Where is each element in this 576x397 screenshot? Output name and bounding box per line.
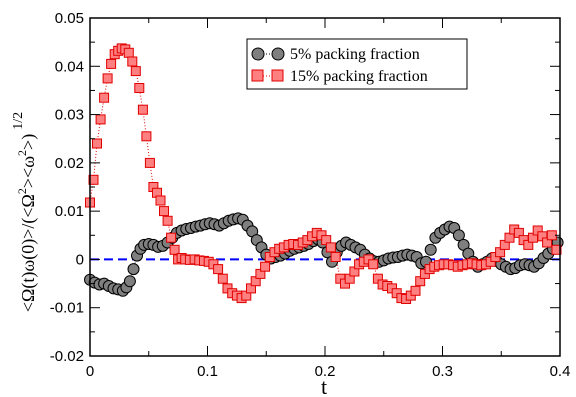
x-tick-label: 0.2 bbox=[315, 363, 336, 380]
legend-box bbox=[246, 38, 468, 90]
y-axis-title-sup2: 2 bbox=[15, 150, 29, 156]
data-point-15pct bbox=[217, 273, 228, 284]
data-point-15pct bbox=[130, 66, 141, 77]
data-point-15pct bbox=[127, 56, 138, 67]
y-tick-label: 0 bbox=[76, 251, 84, 268]
legend-marker-15pct bbox=[271, 69, 284, 82]
data-point-15pct bbox=[330, 252, 341, 262]
data-point-15pct bbox=[551, 244, 562, 255]
y-tick-label: 0.01 bbox=[55, 203, 84, 220]
x-tick-label: 0.3 bbox=[432, 363, 453, 380]
data-point-15pct bbox=[213, 264, 224, 275]
legend-marker-15pct bbox=[251, 69, 264, 82]
y-tick-label: 0.02 bbox=[55, 155, 84, 172]
legend-marker-5pct bbox=[271, 47, 285, 61]
data-point-15pct bbox=[144, 157, 155, 168]
y-tick-label: 0.05 bbox=[55, 10, 84, 27]
y-axis-title-sup1: 2 bbox=[15, 188, 29, 194]
svg-text:<Ω(t)ω(0)>/(<Ω2><ω2>)1/2: <Ω(t)ω(0)>/(<Ω2><ω2>)1/2 bbox=[11, 112, 39, 312]
y-axis-title-power: 1/2 bbox=[11, 112, 26, 130]
data-point-15pct bbox=[410, 285, 421, 296]
legend-label-15pct: 15% packing fraction bbox=[290, 68, 428, 85]
y-tick-label: 0.03 bbox=[55, 107, 84, 124]
data-point-15pct bbox=[106, 58, 117, 69]
ticks-layer: 0 0.1 0.2 0.3 0.4 -0.02 -0.01 0 0.01 0.02 0.03 0.04… bbox=[50, 10, 571, 380]
y-tick-label: -0.02 bbox=[50, 348, 84, 365]
y-tick-label: 0.04 bbox=[55, 58, 84, 75]
series-line-15pct bbox=[89, 47, 557, 300]
data-point-15pct bbox=[159, 206, 169, 217]
data-point-5pct bbox=[127, 263, 140, 276]
y-axis-title: <Ω(t)ω(0)>/(<Ω2><ω2>)1/2 bbox=[11, 112, 39, 312]
legend-marker-5pct bbox=[251, 47, 265, 61]
data-point-15pct bbox=[325, 242, 336, 253]
data-point-15pct bbox=[95, 114, 106, 125]
legend-label-5pct: 5% packing fraction bbox=[290, 46, 420, 63]
y-tick-label: -0.01 bbox=[50, 300, 84, 317]
data-point-15pct bbox=[546, 230, 557, 241]
data-point-15pct bbox=[260, 261, 271, 272]
data-point-15pct bbox=[134, 83, 145, 93]
data-point-15pct bbox=[123, 47, 134, 58]
data-point-15pct bbox=[92, 138, 102, 149]
data-point-15pct bbox=[88, 174, 99, 185]
data-point-15pct bbox=[368, 259, 379, 270]
y-axis-title-end: >) bbox=[18, 134, 39, 150]
data-point-5pct bbox=[452, 229, 465, 242]
data-point-15pct bbox=[155, 195, 166, 206]
data-point-5pct bbox=[123, 275, 136, 288]
y-axis-title-mid: ><ω bbox=[18, 156, 38, 188]
y-axis-title-main: <Ω(t)ω(0)>/(<Ω bbox=[18, 194, 39, 312]
data-point-15pct bbox=[141, 131, 152, 142]
data-point-5pct bbox=[424, 243, 437, 256]
x-tick-label: 0.4 bbox=[550, 363, 571, 380]
x-axis-title: t bbox=[321, 374, 327, 397]
series-markers-layer bbox=[84, 43, 564, 304]
x-tick-label: 0.1 bbox=[197, 363, 218, 380]
data-point-15pct bbox=[504, 232, 515, 243]
legend: 5% packing fraction 15% packing fraction bbox=[246, 38, 468, 90]
data-point-15pct bbox=[102, 73, 113, 84]
data-point-15pct bbox=[166, 232, 177, 243]
data-point-15pct bbox=[99, 92, 110, 103]
data-point-15pct bbox=[137, 104, 148, 115]
data-point-15pct bbox=[169, 244, 180, 255]
data-point-15pct bbox=[162, 215, 173, 226]
x-tick-label: 0 bbox=[86, 363, 94, 380]
